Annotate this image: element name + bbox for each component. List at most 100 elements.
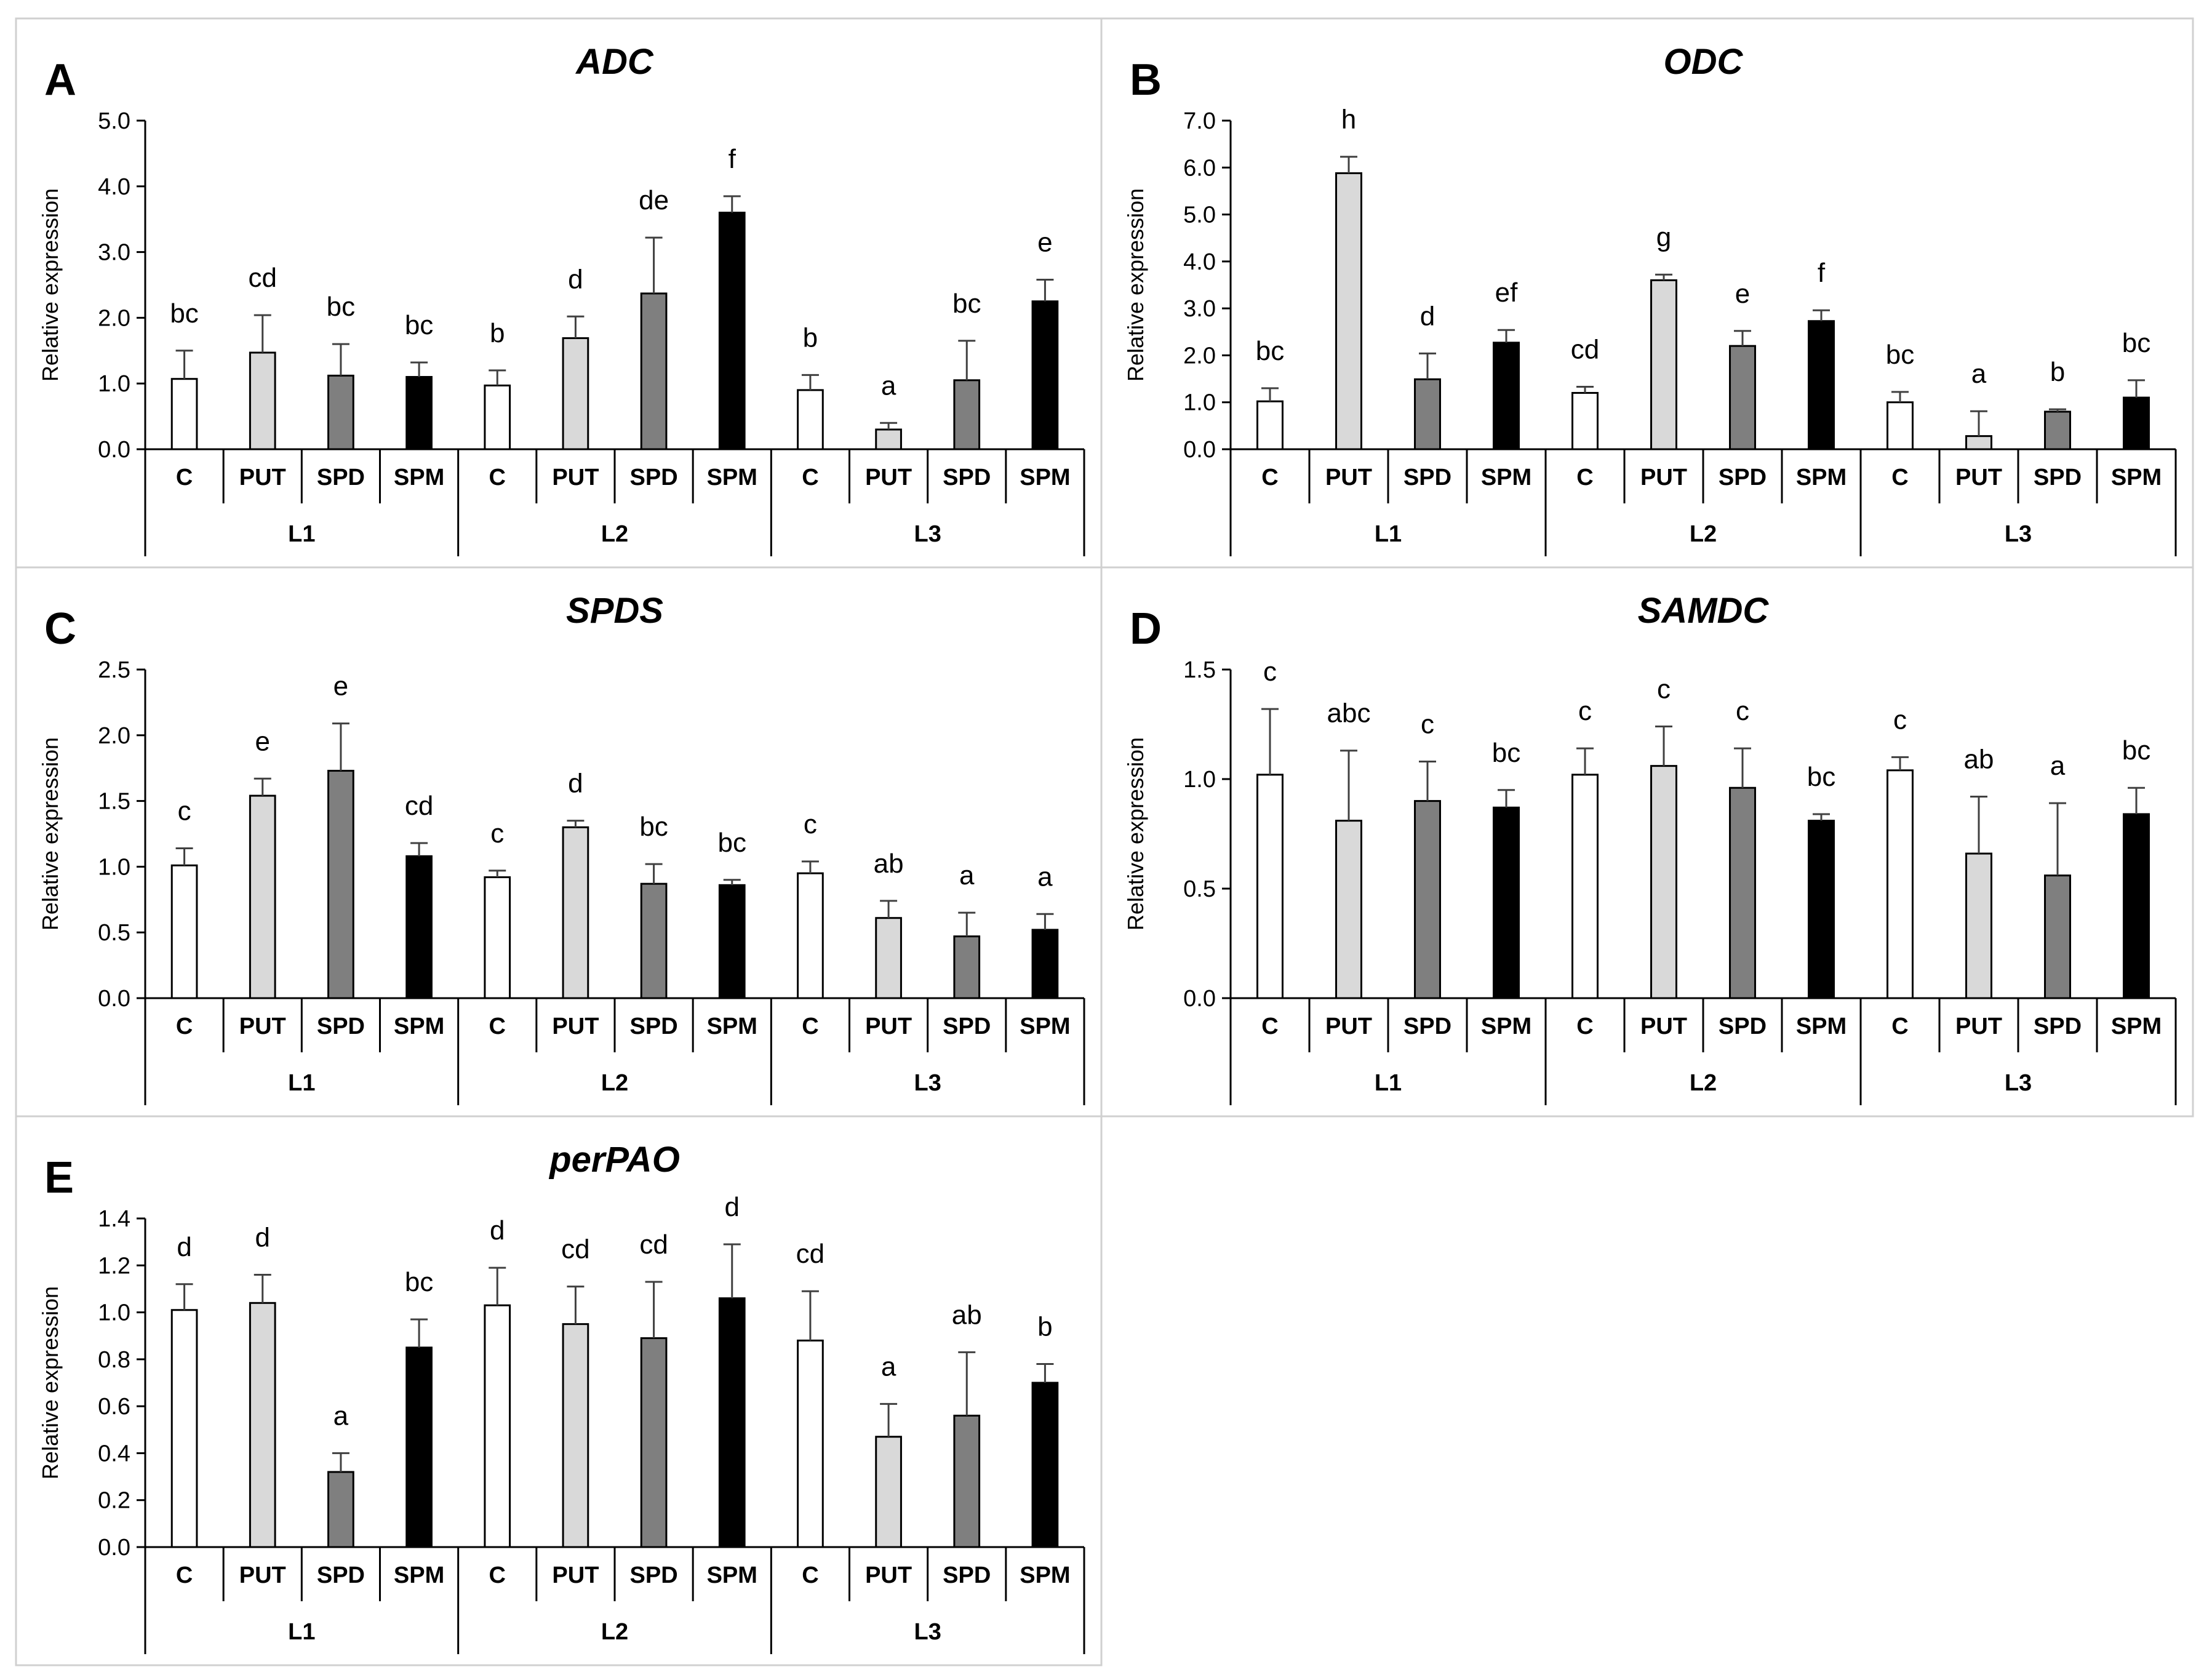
bar-L3-SPM [1031,300,1059,450]
y-tick-label: 3.0 [1183,296,1216,322]
group-label: L3 [2005,521,2032,547]
category-label: SPM [1796,465,1847,490]
significance-letter: a [333,1401,349,1431]
bar-L2-SPD [640,1337,668,1548]
category-label: PUT [552,1562,599,1588]
category-label: SPD [1403,1014,1451,1039]
significance-letter: c [1893,705,1907,735]
significance-letter: b [1037,1311,1052,1342]
category-label: PUT [1325,465,1372,490]
significance-letter: a [1037,862,1053,892]
bar-L1-PUT [249,794,276,999]
panel-frame [15,1115,1103,1666]
bar-L1-PUT [1335,172,1362,450]
significance-letter: a [1971,359,1987,389]
significance-letter: e [1735,279,1750,309]
category-label: PUT [239,465,286,490]
y-tick-label: 7.0 [1183,108,1216,134]
category-label: PUT [552,1014,599,1039]
significance-letter: c [1421,710,1434,740]
bar-L3-SPM [1031,1382,1059,1548]
bar-L1-PUT [249,351,276,450]
y-tick-label: 1.0 [98,1300,130,1326]
significance-letter: cd [249,263,277,293]
category-label: SPD [1719,1014,1767,1039]
bar-L3-SPM [2123,396,2150,450]
significance-letter: e [1037,227,1052,257]
category-label: SPM [707,465,757,490]
category-label: SPD [630,1562,678,1588]
category-label: C [1576,1014,1593,1039]
significance-letter: c [1736,696,1749,726]
category-label: SPM [2111,465,2162,490]
y-tick-label: 0.5 [98,920,130,946]
bar-L3-SPD [953,1414,981,1548]
panel-B: B ODC Relative expression 0.0 1.0 2.0 3.0 4.0 5.… [1100,17,2194,569]
significance-letter: g [1656,222,1671,252]
significance-letter: e [255,726,270,756]
y-tick-label: 0.0 [98,437,130,463]
category-label: C [1576,465,1593,490]
y-tick-label: 2.0 [1183,343,1216,369]
bar-L2-C [484,1304,511,1548]
significance-letter: bc [718,828,746,858]
category-label: C [176,1562,193,1588]
y-tick-label: 2.5 [98,657,130,683]
significance-letter: a [881,1351,896,1382]
bar-L2-SPM [1808,320,1835,450]
bar-L2-SPM [718,1297,746,1548]
category-label: SPM [1020,1562,1070,1588]
category-label: PUT [865,465,912,490]
y-tick-label: 0.4 [98,1441,130,1466]
bar-L1-C [170,864,198,999]
significance-letter: ab [1964,744,1994,774]
category-label: C [489,1014,506,1039]
bar-L2-C [484,876,511,999]
category-label: SPD [317,465,365,490]
significance-letter: a [959,860,975,890]
category-label: SPD [943,1562,991,1588]
significance-letter: d [490,1215,505,1246]
chart-title: SAMDC [1638,591,1770,631]
significance-letter: ef [1495,278,1518,308]
y-tick-label: 1.0 [98,854,130,880]
category-label: C [489,1562,506,1588]
chart-title: ADC [575,42,654,82]
bar-L2-C [484,384,511,450]
significance-letter: f [729,144,737,174]
category-label: C [176,1014,193,1039]
significance-letter: cd [405,791,433,821]
y-tick-label: 2.0 [98,723,130,749]
category-label: SPD [317,1562,365,1588]
significance-letter: f [1818,258,1826,288]
category-label: PUT [552,465,599,490]
significance-letter: abc [1327,698,1371,729]
category-label: C [489,465,506,490]
bar-L2-PUT [1650,765,1677,999]
bar-L3-C [1887,769,1914,999]
category-label: C [1891,465,1908,490]
bar-L3-SPD [953,935,981,999]
category-label: SPD [630,465,678,490]
significance-letter: bc [170,298,198,329]
y-tick-label: 0.0 [98,986,130,1012]
panel-frame [1100,566,2194,1118]
group-label: L2 [601,521,628,547]
group-label: L3 [914,521,941,547]
category-label: SPD [1403,465,1451,490]
category-label: C [176,465,193,490]
panel-letter: C [44,604,76,654]
y-tick-label: 0.2 [98,1488,130,1514]
significance-letter: cd [1571,335,1599,365]
significance-letter: bc [327,292,355,322]
group-label: L1 [288,521,315,547]
group-label: L3 [914,1619,941,1645]
bar-L1-SPM [405,1346,433,1548]
bar-L1-C [170,1309,198,1548]
category-label: SPM [394,1562,444,1588]
category-label: SPM [707,1014,757,1039]
significance-letter: bc [1807,762,1835,792]
y-tick-label: 4.0 [1183,249,1216,275]
bar-L2-SPM [1808,820,1835,999]
